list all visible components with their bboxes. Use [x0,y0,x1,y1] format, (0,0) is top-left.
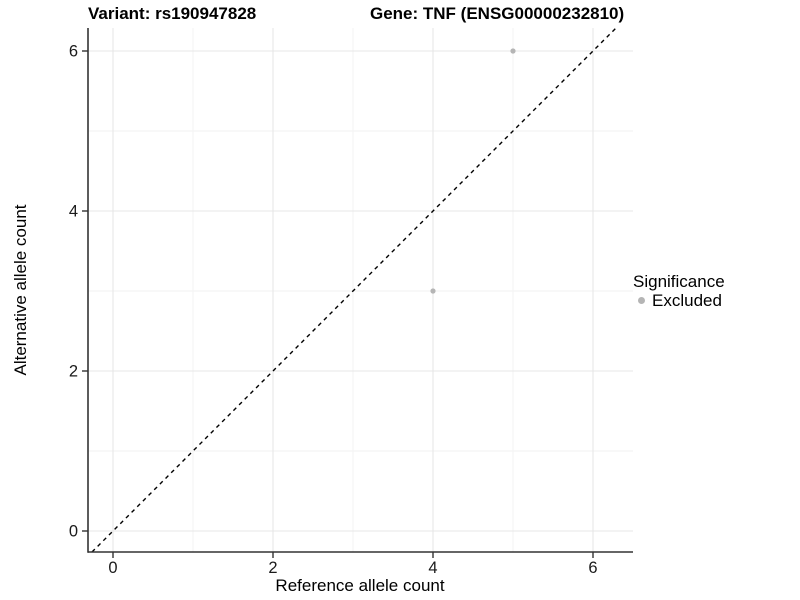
legend-item: Excluded [633,291,725,310]
plot-title-variant: Variant: rs190947828 [88,4,257,23]
legend-key-dot [638,297,645,304]
legend-title: Significance [633,272,725,291]
x-axis-label: Reference allele count [275,576,445,595]
x-tick-label: 2 [268,559,277,577]
x-tick-label: 6 [588,559,597,577]
legend-item-label: Excluded [652,291,722,310]
data-point [510,48,516,54]
y-axis-label: Alternative allele count [11,204,30,376]
legend: Significance Excluded [633,272,725,310]
plot-title-gene: Gene: TNF (ENSG00000232810) [370,4,625,23]
x-tick-label: 4 [428,559,437,577]
y-tick-label: 4 [69,203,78,221]
identity-line [91,27,617,553]
y-tick-label: 0 [69,523,78,541]
y-tick-label: 6 [69,43,78,61]
y-tick-label: 2 [69,363,78,381]
legend-items: Excluded [633,291,725,310]
x-tick-label: 0 [108,559,117,577]
data-point [430,288,436,294]
